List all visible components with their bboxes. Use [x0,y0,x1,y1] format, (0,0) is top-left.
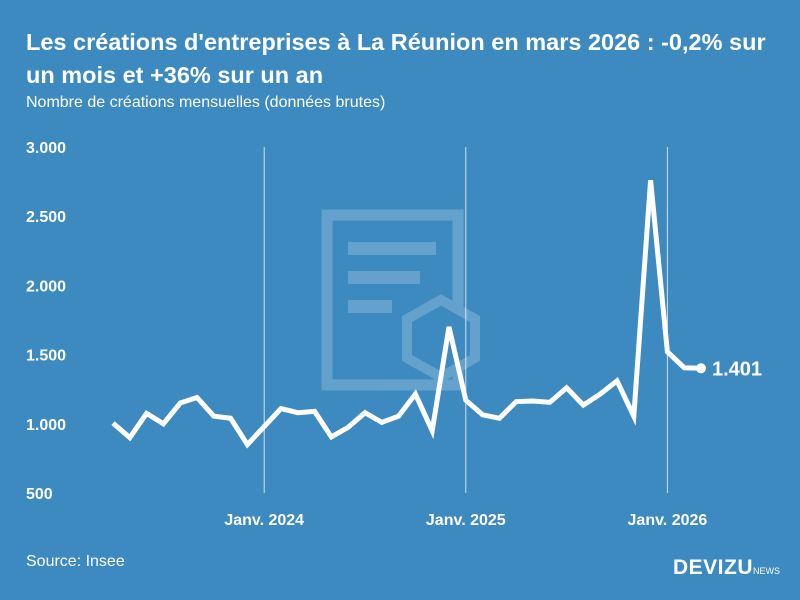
logo-suffix: NEWS [753,566,781,576]
logo-main: DEVIZU [673,556,754,579]
data-point [696,363,706,374]
last-value-label: 1.401 [712,358,762,380]
y-tick-label: 1.000 [26,417,66,434]
x-tick-label: Janv. 2025 [426,512,506,529]
x-tick-label: Janv. 2024 [224,512,304,529]
y-tick-label: 1.500 [26,348,66,365]
x-tick-label: Janv. 2026 [628,512,708,529]
y-tick-label: 500 [26,486,53,503]
watermark-document-icon [321,209,480,391]
y-tick-label: 3.000 [26,140,66,157]
series-line [111,179,702,449]
source-note: Source: Insee [26,553,125,570]
chart-subtitle: Nombre de créations mensuelles (données … [26,94,386,111]
y-tick-label: 2.500 [26,209,66,226]
y-tick-label: 2.000 [26,278,66,295]
chart-title: Les créations d'entreprises à La Réunion… [26,29,766,88]
devizu-logo: DEVIZUNEWS [673,556,780,580]
